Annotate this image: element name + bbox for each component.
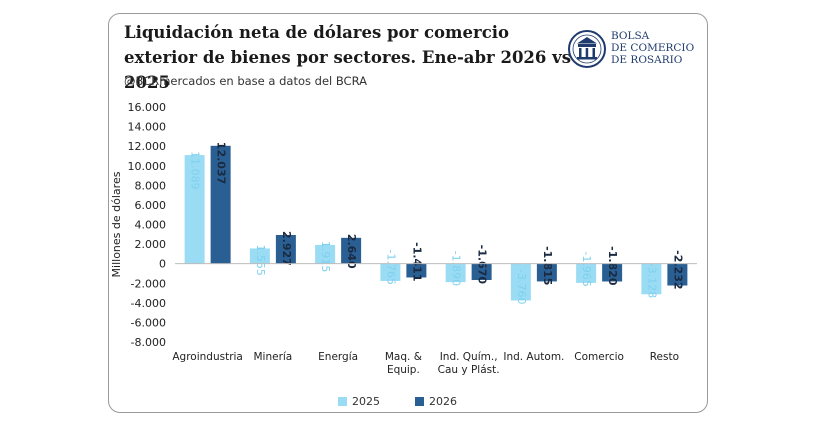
y-tick-label: 14.000 — [128, 121, 167, 134]
chart-title: Liquidación neta de dólares por comercio… — [124, 23, 572, 92]
bar-2026 — [471, 263, 492, 281]
y-tick-label: 12.000 — [128, 140, 167, 153]
data-label-2026: -1.815 — [541, 246, 554, 285]
y-tick-label: 16.000 — [128, 101, 167, 114]
bar-2026 — [602, 263, 623, 282]
data-label-2025: 1.915 — [319, 241, 332, 273]
x-category-label: Energía — [318, 351, 358, 363]
bar-2025 — [380, 263, 401, 281]
x-category-label: Comercio — [574, 351, 624, 363]
bar-2025 — [184, 155, 205, 264]
x-category-label: Resto — [650, 351, 679, 363]
y-tick-label: -6.000 — [131, 316, 166, 329]
bar-2025 — [249, 248, 270, 264]
x-category-label: Minería — [253, 351, 292, 363]
bar-2026 — [341, 237, 362, 264]
data-label-2026: -1.670 — [476, 245, 489, 285]
x-category-label: Agroindustria — [172, 351, 243, 363]
y-tick-label: -4.000 — [131, 297, 166, 310]
data-label-2026: -1.411 — [410, 242, 423, 281]
bar-2026 — [406, 263, 427, 278]
y-tick-label: 2.000 — [135, 238, 167, 251]
data-label-2025: 11.089 — [189, 151, 202, 190]
data-label-2026: 2.640 — [345, 234, 358, 269]
legend-item-2025: 2025 — [338, 395, 380, 408]
data-label-2026: 12.037 — [215, 142, 228, 184]
x-category-label: Maq. & — [385, 351, 422, 363]
bar-2026 — [275, 235, 296, 264]
bcr-logo: BOLSA DE COMERCIO DE ROSARIO — [567, 28, 707, 70]
data-label-2026: -1.820 — [606, 246, 619, 286]
bar-2025 — [641, 263, 662, 295]
bar-2025 — [315, 244, 336, 264]
logo-text: BOLSA DE COMERCIO DE ROSARIO — [611, 30, 694, 66]
bar-2026 — [536, 263, 557, 282]
x-category-label: Ind. Quím., — [440, 351, 498, 363]
legend-label-2025: 2025 — [352, 395, 380, 408]
data-label-2026: 2.927 — [280, 231, 293, 266]
logo-line-2: DE COMERCIO — [611, 42, 695, 54]
bar-2026 — [210, 145, 231, 264]
data-label-2025: -3.128 — [645, 263, 658, 298]
chart-card — [108, 13, 708, 413]
logo-line-1: BOLSA — [611, 30, 650, 42]
legend-item-2026: 2026 — [415, 395, 457, 408]
y-tick-label: 8.000 — [135, 179, 167, 192]
x-category-label: Cau y Plást. — [438, 364, 500, 376]
bar-2025 — [576, 263, 597, 283]
y-tick-label: 4.000 — [135, 219, 167, 232]
data-label-2025: -1.890 — [450, 251, 463, 286]
y-tick-label: -8.000 — [131, 336, 166, 349]
chart-subtitle: @BCRmercados en base a datos del BCRA — [124, 74, 367, 88]
logo-line-3: DE ROSARIO — [611, 54, 683, 66]
bar-2025 — [510, 263, 531, 301]
data-label-2025: -1.965 — [580, 251, 593, 286]
bcr-emblem-icon — [568, 30, 606, 68]
data-label-2026: -2.232 — [671, 250, 684, 289]
y-axis-label: Millones de dólares — [110, 171, 123, 277]
data-label-2025: -3.760 — [515, 269, 528, 304]
x-category-label: Equip. — [387, 364, 420, 376]
x-category-label: Ind. Autom. — [503, 351, 564, 363]
bar-2026 — [667, 263, 688, 286]
legend-label-2026: 2026 — [429, 395, 457, 408]
y-tick-label: 0 — [159, 258, 166, 271]
bar-2025 — [445, 263, 466, 283]
legend-swatch-2025 — [338, 397, 347, 406]
y-tick-label: -2.000 — [131, 277, 166, 290]
y-tick-label: 6.000 — [135, 199, 167, 212]
legend-swatch-2026 — [415, 397, 424, 406]
y-tick-label: 10.000 — [128, 160, 167, 173]
data-label-2025: -1.765 — [384, 249, 397, 284]
data-label-2025: 1.555 — [254, 244, 267, 275]
